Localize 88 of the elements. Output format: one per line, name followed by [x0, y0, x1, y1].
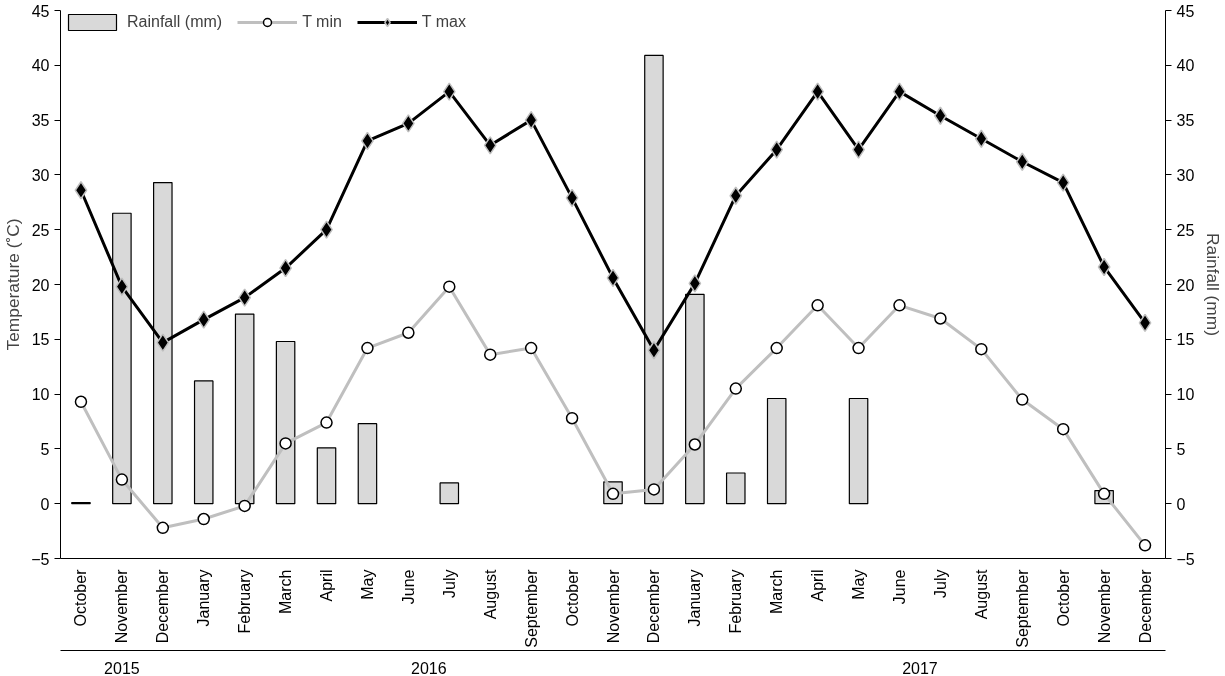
- y2-tick-label: −5: [1176, 550, 1195, 568]
- bar: [193, 380, 214, 505]
- x-tick-label: August: [972, 568, 990, 620]
- y-tick-label: −5: [31, 550, 50, 568]
- x-tick-label: December: [1136, 568, 1154, 644]
- point: [442, 82, 456, 101]
- y-tick-label: 0: [40, 495, 50, 513]
- x-tick-label: November: [604, 568, 622, 644]
- x-tick-label: April: [809, 569, 827, 602]
- y-tick-label: 35: [31, 112, 50, 130]
- text: 2016: [411, 659, 447, 676]
- y2-axis-title: Rainfall (mm): [1202, 232, 1223, 337]
- bar: [439, 482, 460, 505]
- point: [74, 180, 88, 200]
- y2-tick-label: 35: [1176, 112, 1195, 130]
- point: [238, 288, 252, 307]
- point: [197, 310, 211, 329]
- y-tick-label: 30: [31, 166, 50, 184]
- point: [524, 110, 538, 130]
- point: [974, 129, 988, 148]
- x-tick-label: February: [236, 569, 254, 634]
- point: [811, 82, 825, 101]
- y2-tick-label: 15: [1176, 331, 1195, 349]
- bar: [766, 397, 787, 505]
- x-tick-label: June: [399, 569, 417, 605]
- bar: [848, 397, 869, 505]
- point: [647, 341, 661, 360]
- y2-tick-label: 30: [1176, 166, 1195, 184]
- point: [1097, 257, 1111, 277]
- legend-label: T min: [302, 13, 342, 31]
- x-tick-label: May: [850, 569, 868, 600]
- point: [1138, 313, 1152, 333]
- x-tick-label: March: [768, 569, 786, 614]
- x-tick-label: March: [277, 569, 295, 614]
- y2-tick-label: 40: [1176, 57, 1195, 75]
- y-tick-label: 15: [31, 331, 50, 349]
- text: 2015: [104, 659, 140, 676]
- y2-tick-label: 5: [1176, 440, 1186, 458]
- y2-tick-label: 25: [1176, 221, 1195, 239]
- y-tick-label: 20: [31, 276, 50, 294]
- x-tick-label: October: [1054, 568, 1072, 627]
- x-tick-label: July: [440, 569, 458, 598]
- x-tick-label: January: [686, 569, 704, 627]
- point: [279, 258, 293, 278]
- point: [1015, 152, 1029, 171]
- x-tick-label: September: [522, 568, 540, 648]
- x-tick-label: October: [72, 568, 90, 627]
- y-tick-label: 25: [31, 221, 50, 239]
- x-tick-label: December: [154, 568, 172, 644]
- y2-tick-label: 0: [1176, 495, 1186, 513]
- bar: [275, 340, 296, 505]
- x-tick-label: August: [481, 568, 499, 620]
- point: [933, 106, 947, 125]
- x-tick-label: May: [358, 569, 376, 600]
- bar: [725, 472, 746, 505]
- x-tick-label: December: [645, 568, 663, 644]
- bar: [357, 423, 378, 505]
- text: 2017: [902, 659, 938, 676]
- x-tick-label: February: [727, 569, 745, 634]
- point: [156, 333, 170, 352]
- point: [401, 114, 415, 133]
- x-tick-label: October: [563, 568, 581, 627]
- x-tick-label: January: [195, 569, 213, 627]
- y-axis-title: Temperature (˚C): [3, 218, 24, 351]
- x-tick-label: September: [1013, 568, 1031, 648]
- x-tick-label: July: [931, 569, 949, 598]
- legend-label: Rainfall (mm): [127, 13, 223, 31]
- y2-tick-label: 20: [1176, 276, 1195, 294]
- point: [565, 188, 579, 208]
- point: [483, 136, 497, 155]
- point: [688, 274, 702, 293]
- x-tick-label: November: [113, 568, 131, 644]
- y-tick-label: 45: [31, 2, 50, 20]
- point: [770, 140, 784, 159]
- legend-label: T max: [421, 13, 466, 31]
- point: [606, 268, 620, 288]
- y-tick-label: 10: [31, 386, 50, 404]
- y-tick-label: 5: [40, 440, 50, 458]
- y2-tick-label: 45: [1176, 2, 1195, 20]
- point: [115, 277, 129, 296]
- y-tick-label: 40: [31, 57, 50, 75]
- point: [1056, 173, 1070, 192]
- x-tick-label: April: [318, 569, 336, 602]
- x-tick-label: June: [890, 569, 908, 605]
- x-tick-label: November: [1095, 568, 1113, 644]
- bar: [316, 447, 337, 505]
- y2-tick-label: 10: [1176, 386, 1195, 404]
- point: [729, 186, 743, 205]
